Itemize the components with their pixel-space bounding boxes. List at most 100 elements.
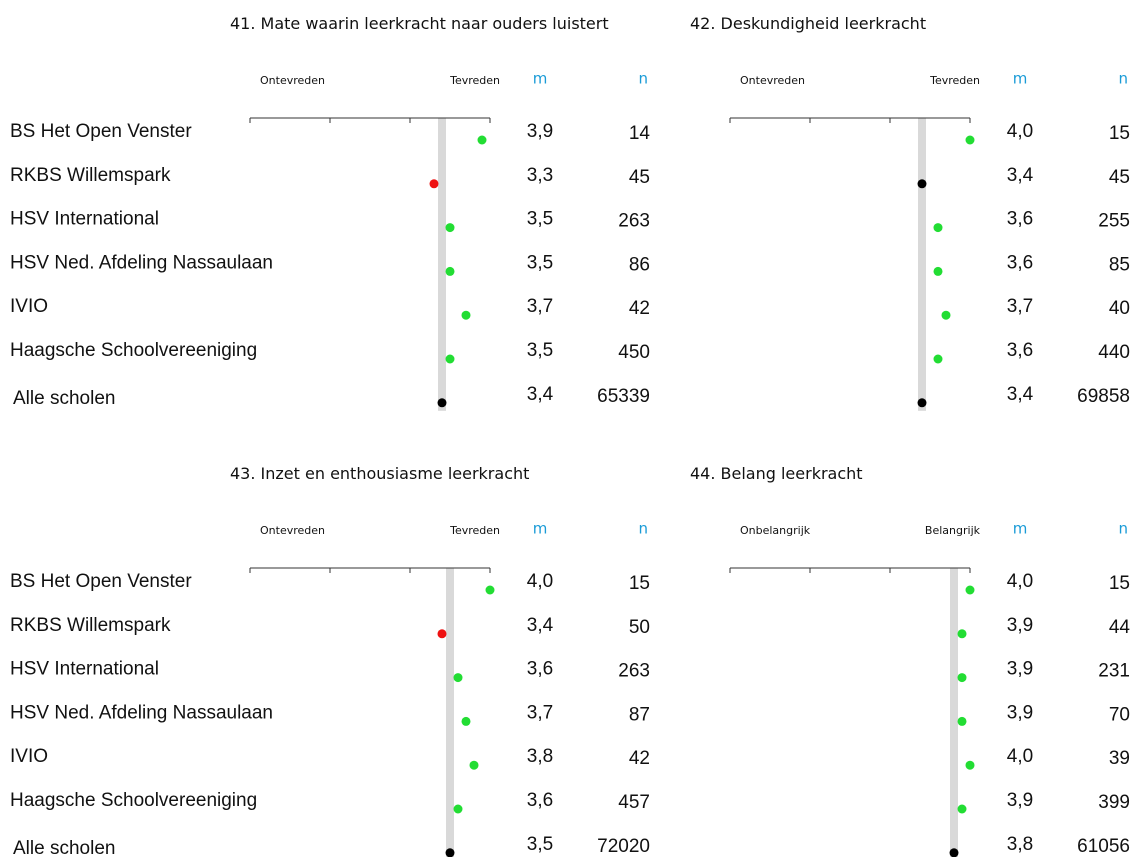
n-value: 15 (1109, 123, 1130, 144)
dot (445, 848, 455, 857)
dot (917, 398, 927, 408)
n-value: 231 (1098, 661, 1130, 682)
row-label: HSV International (10, 209, 159, 230)
row-label: Alle scholen (13, 388, 115, 409)
n-header: n (638, 70, 648, 88)
row-label: IVIO (10, 296, 48, 317)
n-value: 70 (1109, 704, 1130, 725)
m-value: 3,3 (527, 165, 553, 186)
n-value: 85 (1109, 254, 1130, 275)
chart-title-box: 44. Belang leerkracht (690, 464, 863, 483)
chart-title-box: 41. Mate waarin leerkracht naar ouders l… (230, 14, 609, 33)
dot (965, 135, 975, 145)
m-value: 4,0 (1007, 571, 1033, 592)
m-value: 3,6 (1007, 252, 1033, 273)
chart-title: 43. Inzet en enthousiasme leerkracht (230, 464, 530, 483)
dot (429, 179, 439, 189)
left-label: Onbelangrijk (740, 524, 811, 537)
row-label: HSV International (10, 659, 159, 680)
n-value: 69858 (1077, 386, 1130, 407)
n-value: 42 (629, 748, 650, 769)
m-value: 3,6 (527, 790, 553, 811)
dot (965, 585, 975, 595)
dot (941, 310, 951, 320)
m-value: 3,7 (527, 296, 553, 317)
m-value: 3,5 (527, 209, 553, 230)
right-label: Belangrijk (925, 524, 981, 537)
reference-band (438, 118, 446, 411)
n-value: 61056 (1077, 836, 1130, 857)
n-value: 15 (1109, 573, 1130, 594)
row-label: RKBS Willemspark (10, 165, 171, 186)
dot (445, 354, 455, 364)
row-label: BS Het Open Venster (10, 121, 192, 142)
dot (949, 848, 959, 857)
dot (445, 223, 455, 233)
row-label: Alle scholen (13, 838, 115, 857)
n-value: 45 (1109, 167, 1130, 188)
right-label: Tevreden (929, 74, 980, 87)
m-header: m (533, 70, 548, 88)
m-value: 3,9 (1007, 790, 1033, 811)
n-value: 87 (629, 704, 650, 725)
n-value: 440 (1098, 342, 1130, 363)
dot (957, 716, 967, 726)
chart-title: 44. Belang leerkracht (690, 464, 863, 483)
n-value: 450 (618, 342, 650, 363)
n-value: 86 (629, 254, 650, 275)
m-value: 3,8 (527, 746, 553, 767)
n-value: 45 (629, 167, 650, 188)
dot (933, 354, 943, 364)
row-label: Haagsche Schoolvereeniging (10, 790, 257, 811)
m-value: 3,6 (1007, 340, 1033, 361)
m-header: m (1013, 520, 1028, 538)
row-label: HSV Ned. Afdeling Nassaulaan (10, 252, 273, 273)
dot (965, 760, 975, 770)
n-header: n (1118, 70, 1128, 88)
n-value: 263 (618, 661, 650, 682)
dot (453, 804, 463, 814)
dot (957, 804, 967, 814)
n-value: 399 (1098, 792, 1130, 813)
right-label: Tevreden (449, 524, 500, 537)
n-header: n (1118, 520, 1128, 538)
dot (933, 266, 943, 276)
m-value: 3,5 (527, 252, 553, 273)
m-value: 4,0 (1007, 121, 1033, 142)
m-header: m (1013, 70, 1028, 88)
m-value: 3,9 (1007, 702, 1033, 723)
dot (437, 398, 447, 408)
reference-band (446, 568, 454, 857)
dot (445, 266, 455, 276)
n-value: 40 (1109, 298, 1130, 319)
row-label: Haagsche Schoolvereeniging (10, 340, 257, 361)
dot (477, 135, 487, 145)
m-value: 3,4 (1007, 384, 1034, 405)
n-value: 42 (629, 298, 650, 319)
m-value: 3,9 (1007, 659, 1033, 680)
dot (917, 179, 927, 189)
m-value: 3,4 (527, 384, 554, 405)
n-value: 263 (618, 211, 650, 232)
n-value: 39 (1109, 748, 1130, 769)
m-value: 3,6 (527, 659, 553, 680)
m-value: 3,4 (1007, 165, 1034, 186)
m-header: m (533, 520, 548, 538)
m-value: 3,9 (527, 121, 553, 142)
n-value: 50 (629, 617, 650, 638)
m-value: 3,7 (527, 702, 553, 723)
right-label: Tevreden (449, 74, 500, 87)
m-value: 3,5 (527, 340, 553, 361)
reference-band (950, 568, 958, 857)
chart-title: 41. Mate waarin leerkracht naar ouders l… (230, 14, 609, 33)
n-value: 65339 (597, 386, 650, 407)
row-label: RKBS Willemspark (10, 615, 171, 636)
row-label: HSV Ned. Afdeling Nassaulaan (10, 702, 273, 723)
dot (957, 673, 967, 683)
chart-title: 42. Deskundigheid leerkracht (690, 14, 927, 33)
m-value: 4,0 (1007, 746, 1033, 767)
left-label: Ontevreden (260, 524, 325, 537)
dot (461, 716, 471, 726)
n-value: 44 (1109, 617, 1131, 638)
